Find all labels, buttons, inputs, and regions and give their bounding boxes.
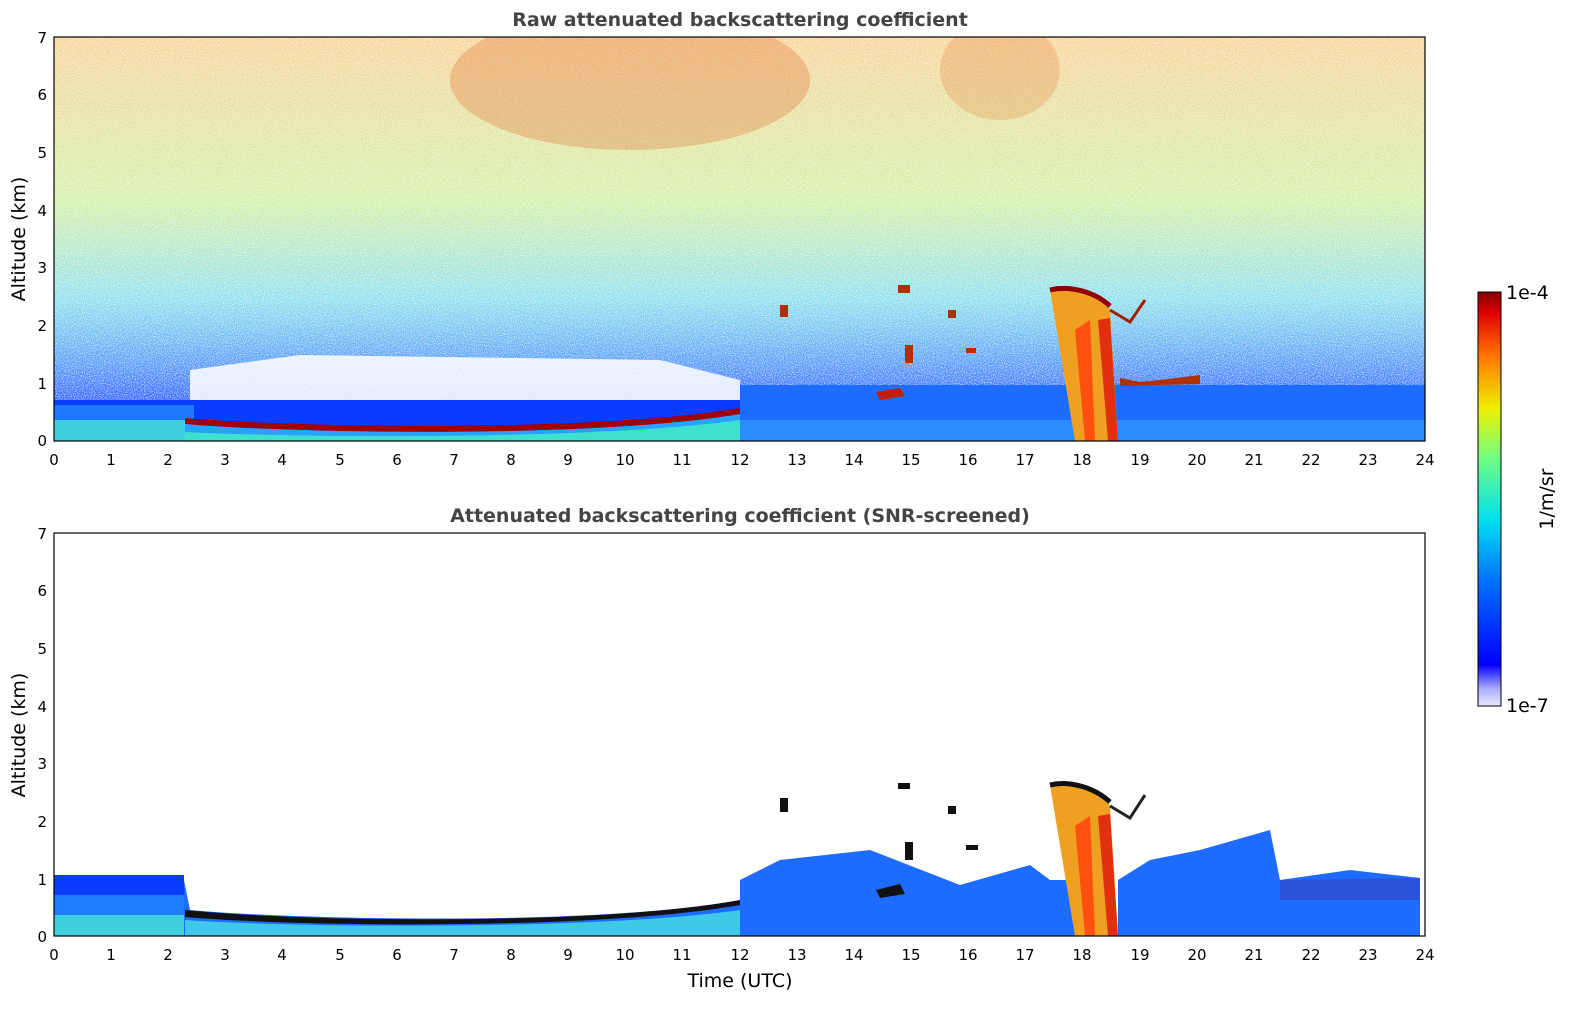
y-tick-label: 6 bbox=[37, 582, 47, 600]
x-tick-label: 19 bbox=[1130, 946, 1149, 964]
x-tick-label: 7 bbox=[449, 946, 459, 964]
y-tick-label: 5 bbox=[37, 144, 47, 162]
y-tick-label: 7 bbox=[37, 29, 47, 47]
panel2-title: Attenuated backscattering coefficient (S… bbox=[450, 505, 1030, 527]
y-tick-label: 0 bbox=[37, 432, 47, 450]
x-tick-label: 14 bbox=[844, 946, 863, 964]
x-tick-label: 21 bbox=[1244, 946, 1263, 964]
x-tick-label: 2 bbox=[163, 946, 173, 964]
panel1-ylabel: Altitude (km) bbox=[8, 177, 30, 302]
y-tick-label: 2 bbox=[37, 317, 47, 335]
colorbar-min-label: 1e-7 bbox=[1506, 695, 1549, 717]
x-tick-label: 1 bbox=[106, 946, 116, 964]
y-tick-label: 0 bbox=[37, 928, 47, 946]
x-tick-label: 0 bbox=[49, 946, 59, 964]
x-tick-label: 7 bbox=[449, 451, 459, 469]
x-tick-label: 9 bbox=[563, 946, 573, 964]
y-tick-label: 3 bbox=[37, 259, 47, 277]
x-tick-label: 19 bbox=[1130, 451, 1149, 469]
x-tick-label: 22 bbox=[1301, 946, 1320, 964]
screened-heatmap bbox=[54, 533, 1425, 936]
x-tick-label: 12 bbox=[730, 451, 749, 469]
x-tick-label: 6 bbox=[392, 946, 402, 964]
x-tick-label: 18 bbox=[1072, 451, 1091, 469]
y-tick-label: 1 bbox=[37, 871, 47, 889]
colorbar-gradient bbox=[1477, 291, 1502, 707]
x-tick-label: 17 bbox=[1015, 946, 1034, 964]
y-tick-label: 3 bbox=[37, 755, 47, 773]
x-tick-label: 4 bbox=[277, 451, 287, 469]
x-tick-label: 13 bbox=[787, 451, 806, 469]
panel1-frame bbox=[53, 36, 1426, 442]
x-tick-label: 17 bbox=[1015, 451, 1034, 469]
x-tick-label: 21 bbox=[1244, 451, 1263, 469]
x-tick-label: 20 bbox=[1187, 946, 1206, 964]
panel2-yticks: 0 1 2 3 4 5 6 7 bbox=[37, 525, 47, 946]
y-tick-label: 7 bbox=[37, 525, 47, 543]
x-tick-label: 2 bbox=[163, 451, 173, 469]
x-tick-label: 10 bbox=[615, 451, 634, 469]
y-tick-label: 4 bbox=[37, 698, 47, 716]
x-tick-label: 4 bbox=[277, 946, 287, 964]
x-tick-label: 5 bbox=[335, 946, 345, 964]
x-tick-label: 24 bbox=[1415, 451, 1434, 469]
x-tick-label: 11 bbox=[672, 451, 691, 469]
x-tick-label: 14 bbox=[844, 451, 863, 469]
x-tick-label: 16 bbox=[958, 451, 977, 469]
panel2-xticks: 0 1 2 3 4 5 6 7 8 9 10 11 12 13 14 15 16… bbox=[49, 946, 1434, 964]
raw-heatmap bbox=[54, 37, 1425, 441]
panel1-title: Raw attenuated backscattering coefficien… bbox=[512, 9, 968, 31]
panel-screened: Attenuated backscattering coefficient (S… bbox=[8, 505, 1435, 992]
x-tick-label: 20 bbox=[1187, 451, 1206, 469]
x-tick-label: 5 bbox=[335, 451, 345, 469]
panel1-yticks: 0 1 2 3 4 5 6 7 bbox=[37, 29, 47, 450]
x-tick-label: 0 bbox=[49, 451, 59, 469]
y-tick-label: 4 bbox=[37, 202, 47, 220]
x-tick-label: 23 bbox=[1358, 451, 1377, 469]
colorbar: 1e-4 1e-7 1/m/sr bbox=[1477, 282, 1558, 717]
y-tick-label: 1 bbox=[37, 375, 47, 393]
colorbar-max-label: 1e-4 bbox=[1506, 282, 1549, 304]
x-tick-label: 9 bbox=[563, 451, 573, 469]
x-tick-label: 10 bbox=[615, 946, 634, 964]
panel2-frame bbox=[53, 532, 1426, 937]
colorbar-unit-label: 1/m/sr bbox=[1536, 468, 1558, 529]
x-tick-label: 23 bbox=[1358, 946, 1377, 964]
x-tick-label: 3 bbox=[220, 451, 230, 469]
x-tick-label: 22 bbox=[1301, 451, 1320, 469]
panel2-ylabel: Altitude (km) bbox=[8, 673, 30, 798]
x-tick-label: 1 bbox=[106, 451, 116, 469]
y-tick-label: 6 bbox=[37, 86, 47, 104]
x-tick-label: 3 bbox=[220, 946, 230, 964]
x-tick-label: 15 bbox=[901, 946, 920, 964]
y-tick-label: 2 bbox=[37, 813, 47, 831]
x-tick-label: 15 bbox=[901, 451, 920, 469]
panel2-xlabel: Time (UTC) bbox=[686, 970, 792, 992]
x-tick-label: 8 bbox=[506, 451, 516, 469]
panel-raw: Raw attenuated backscattering coefficien… bbox=[8, 9, 1435, 469]
x-tick-label: 18 bbox=[1072, 946, 1091, 964]
x-tick-label: 6 bbox=[392, 451, 402, 469]
x-tick-label: 11 bbox=[672, 946, 691, 964]
x-tick-label: 12 bbox=[730, 946, 749, 964]
x-tick-label: 8 bbox=[506, 946, 516, 964]
x-tick-label: 24 bbox=[1415, 946, 1434, 964]
y-tick-label: 5 bbox=[37, 640, 47, 658]
panel1-xticks: 0 1 2 3 4 5 6 7 8 9 10 11 12 13 14 15 16… bbox=[49, 451, 1434, 469]
x-tick-label: 16 bbox=[958, 946, 977, 964]
x-tick-label: 13 bbox=[787, 946, 806, 964]
